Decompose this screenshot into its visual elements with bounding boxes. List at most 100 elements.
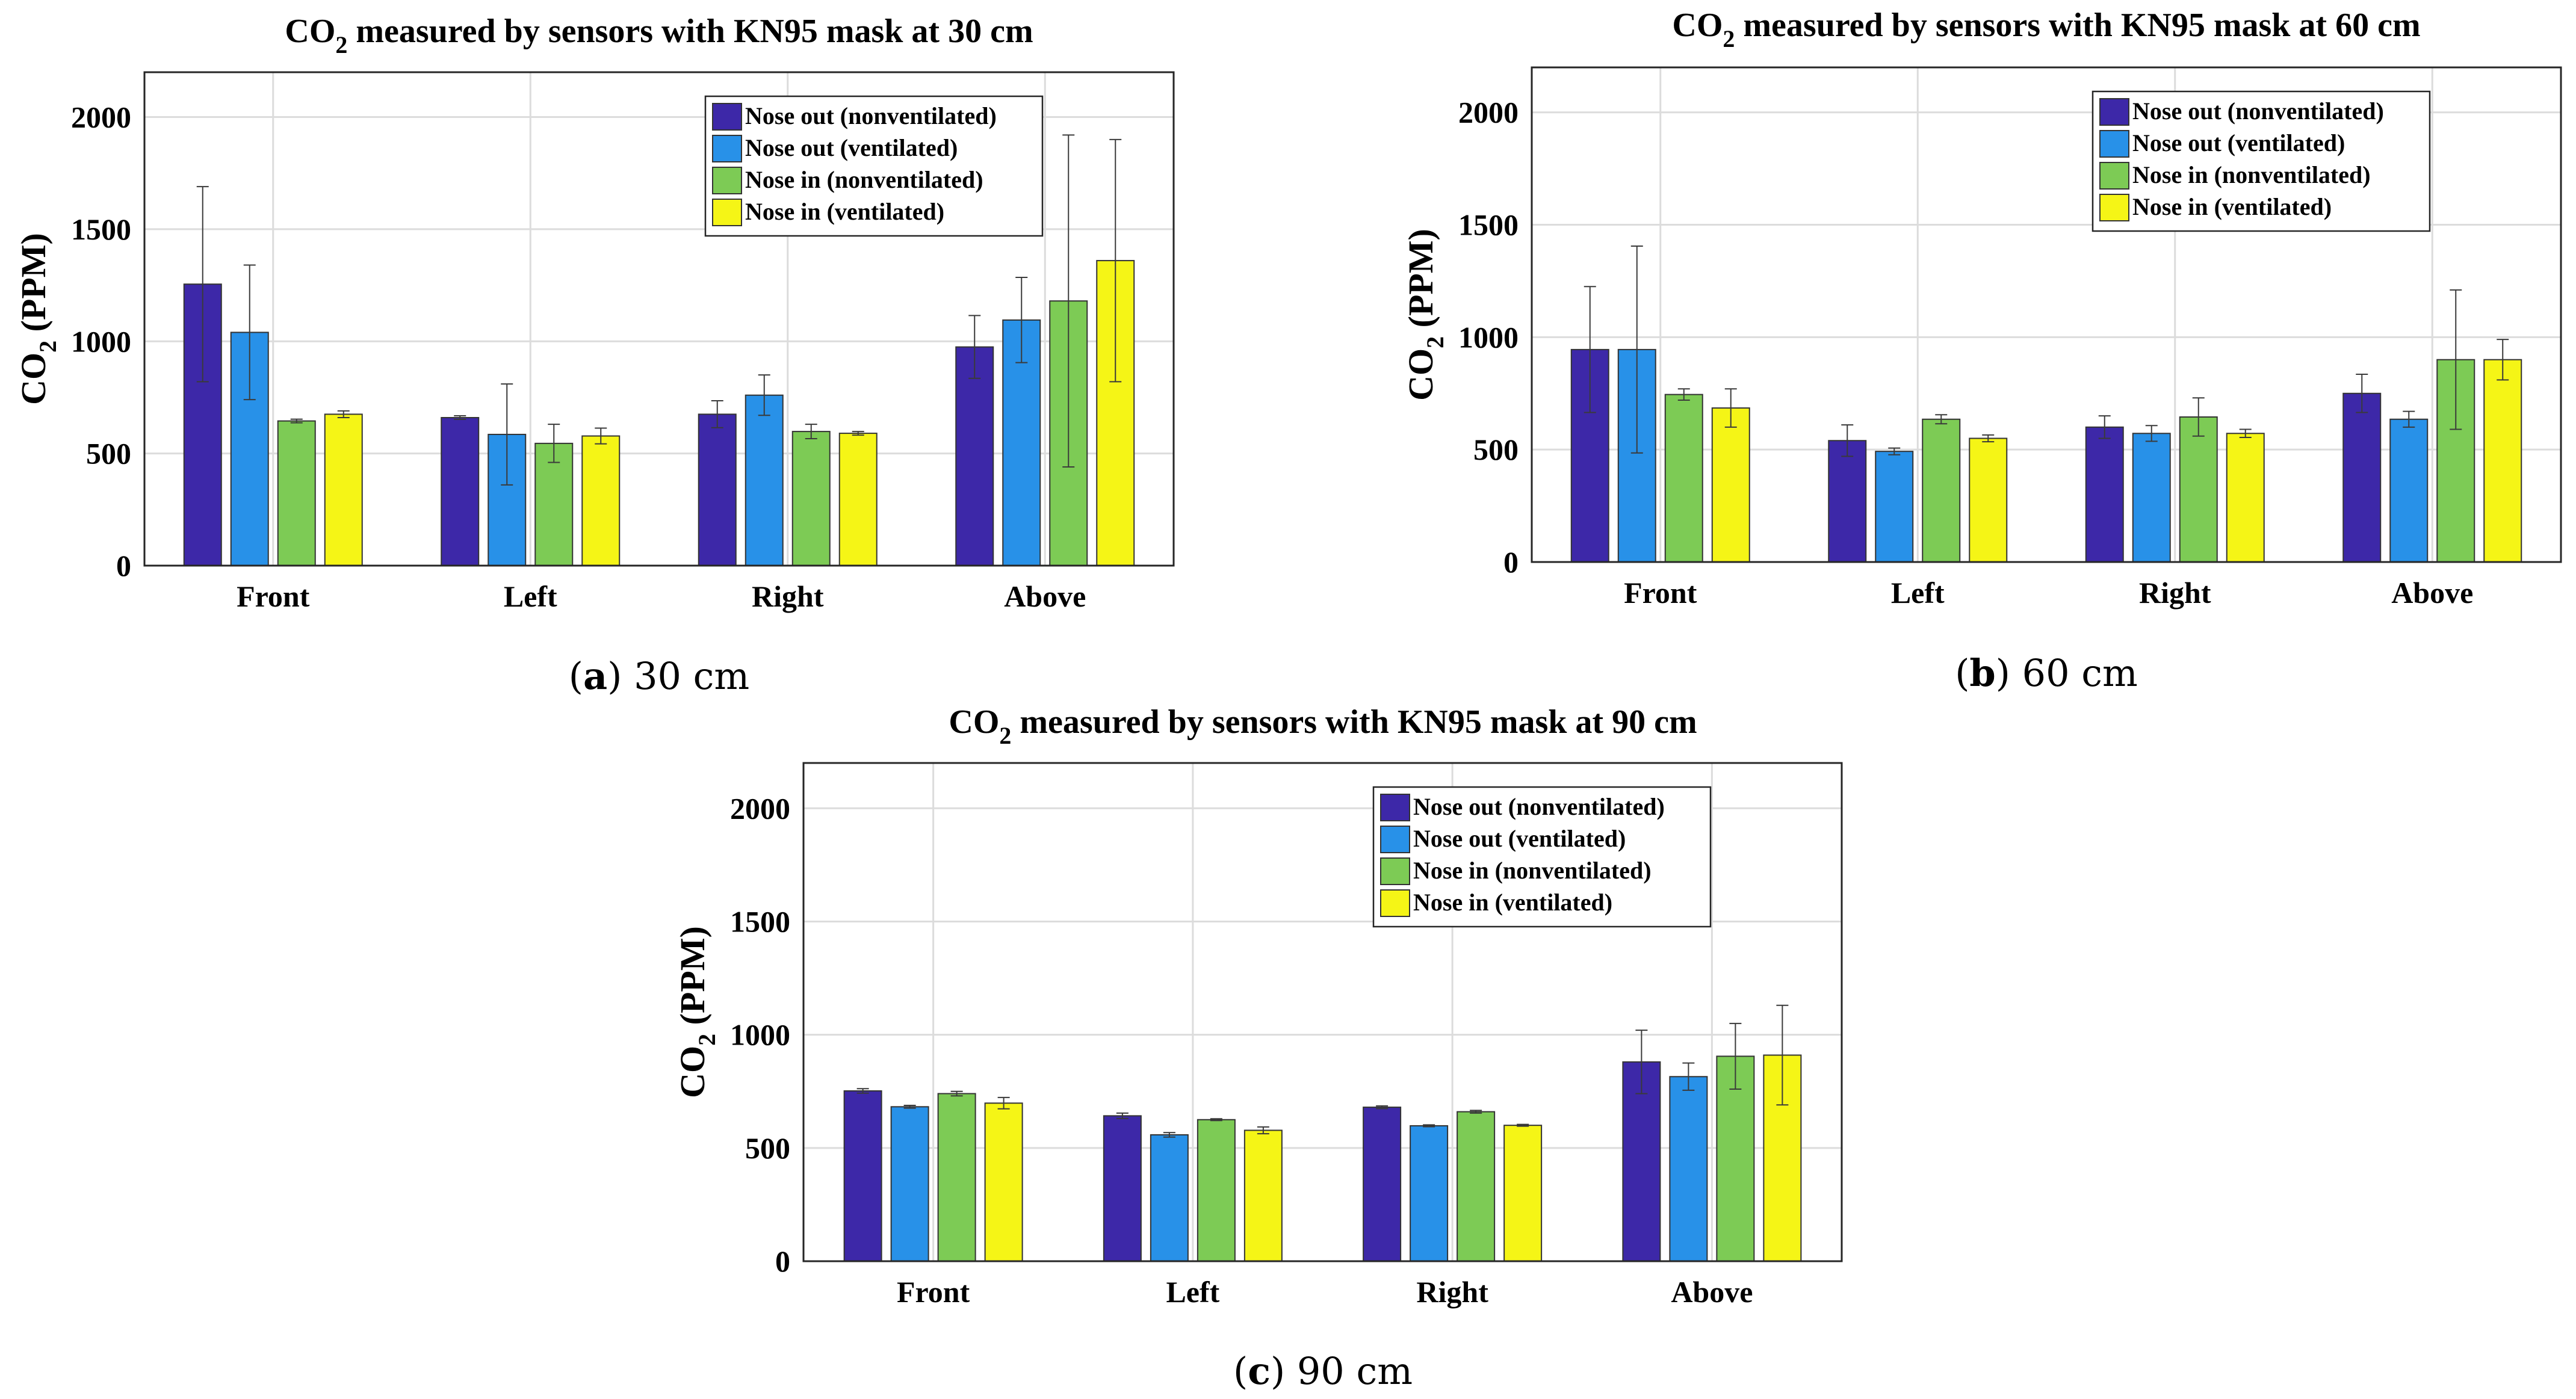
y-tick-label: 0 xyxy=(1503,545,1519,579)
plot-frame xyxy=(143,71,1175,567)
legend-swatch xyxy=(1380,857,1410,885)
panel-caption: (b) 60 cm xyxy=(1955,651,2138,695)
y-axis-label: CO2 (PPM) xyxy=(14,233,61,405)
bar-a-s3-left xyxy=(581,435,621,567)
legend-label: Nose in (ventilated) xyxy=(1413,889,1612,916)
bar-c-s2-front xyxy=(937,1093,976,1262)
legend-swatch xyxy=(712,135,742,162)
legend-swatch xyxy=(2099,130,2129,158)
x-tick-label-right: Right xyxy=(1416,1275,1488,1309)
x-tick-label-above: Above xyxy=(2391,576,2473,610)
bar-b-s1-above xyxy=(2389,418,2429,563)
bar-c-s0-left xyxy=(1103,1115,1142,1262)
y-tick-label: 1000 xyxy=(730,1018,790,1052)
y-axis-label: CO2 (PPM) xyxy=(1401,229,1449,401)
bar-a-s2-front xyxy=(277,420,316,566)
legend-label: Nose out (nonventilated) xyxy=(2132,97,2384,125)
bar-a-s3-front xyxy=(324,413,363,567)
y-tick-label: 1500 xyxy=(71,212,131,246)
y-tick-label: 500 xyxy=(1473,433,1519,466)
legend-swatch xyxy=(1380,794,1410,821)
legend-label: Nose in (nonventilated) xyxy=(1413,857,1652,884)
chart-b: CO2 measured by sensors with KN95 mask a… xyxy=(1401,7,2562,695)
legend-swatch xyxy=(712,103,742,131)
bar-a-s0-above xyxy=(955,346,994,566)
legend-label: Nose out (ventilated) xyxy=(2132,129,2345,156)
x-tick-label-right: Right xyxy=(2139,576,2211,610)
x-tick-label-above: Above xyxy=(1671,1275,1753,1309)
y-tick-label: 1500 xyxy=(730,904,790,938)
bar-c-s2-left xyxy=(1197,1119,1236,1262)
bar-b-s3-right xyxy=(2226,433,2265,563)
y-tick-label: 500 xyxy=(86,437,131,471)
x-tick-label-front: Front xyxy=(897,1275,970,1309)
x-tick-label-left: Left xyxy=(1166,1275,1219,1309)
y-tick-label: 2000 xyxy=(1458,96,1519,129)
x-tick-label-front: Front xyxy=(1624,576,1697,610)
bar-c-s1-front xyxy=(890,1106,929,1262)
bar-b-s2-front xyxy=(1664,394,1703,563)
panel-caption: (c) 90 cm xyxy=(1233,1349,1413,1393)
bar-b-s3-above xyxy=(2483,359,2522,563)
x-tick-label-front: Front xyxy=(237,579,310,613)
chart-title: CO2 measured by sensors with KN95 mask a… xyxy=(949,703,1697,749)
legend-swatch xyxy=(2099,162,2129,190)
plot-frame xyxy=(1531,66,2562,563)
y-tick-label: 0 xyxy=(116,549,131,582)
legend: Nose out (nonventilated) Nose out (ventil… xyxy=(704,95,1044,237)
bar-a-s0-left xyxy=(441,417,480,566)
x-tick-label-left: Left xyxy=(504,579,557,613)
bar-c-s3-right xyxy=(1503,1125,1543,1262)
x-tick-label-right: Right xyxy=(752,579,824,613)
bar-b-s2-left xyxy=(1922,418,1961,563)
bar-c-s3-left xyxy=(1243,1129,1283,1262)
legend-swatch xyxy=(1380,826,1410,853)
legend-swatch xyxy=(712,199,742,226)
legend-swatch xyxy=(2099,194,2129,221)
y-tick-label: 1000 xyxy=(1458,320,1519,354)
chart-title: CO2 measured by sensors with KN95 mask a… xyxy=(285,13,1033,58)
bar-c-s1-left xyxy=(1150,1134,1189,1262)
chart-a: CO2 measured by sensors with KN95 mask a… xyxy=(14,13,1175,698)
bar-b-s1-right xyxy=(2132,433,2171,563)
legend-box xyxy=(2091,90,2431,232)
bar-c-s2-right xyxy=(1457,1111,1496,1262)
bar-c-s1-right xyxy=(1410,1125,1449,1262)
legend: Nose out (nonventilated) Nose out (ventil… xyxy=(1372,786,1712,928)
y-tick-label: 2000 xyxy=(71,100,131,134)
y-tick-label: 1500 xyxy=(1458,208,1519,242)
bar-b-s2-right xyxy=(2179,416,2218,563)
x-tick-label-above: Above xyxy=(1004,579,1086,613)
chart-c: CO2 measured by sensors with KN95 mask a… xyxy=(673,703,1843,1393)
legend-label: Nose out (ventilated) xyxy=(745,134,958,161)
panel-caption: (a) 30 cm xyxy=(569,654,749,698)
bar-b-s0-right xyxy=(2085,426,2124,563)
y-tick-label: 1000 xyxy=(71,324,131,358)
legend-box xyxy=(704,95,1044,237)
legend-label: Nose out (nonventilated) xyxy=(745,102,997,129)
chart-title: CO2 measured by sensors with KN95 mask a… xyxy=(1672,7,2420,52)
legend-label: Nose in (ventilated) xyxy=(2132,193,2332,220)
bar-b-s1-left xyxy=(1875,451,1914,563)
bar-a-s3-right xyxy=(838,433,878,566)
legend-swatch xyxy=(712,167,742,194)
bar-c-s2-above xyxy=(1716,1055,1755,1262)
bar-a-s0-right xyxy=(698,413,737,567)
legend-swatch xyxy=(2099,98,2129,126)
legend-label: Nose out (ventilated) xyxy=(1413,825,1626,852)
y-axis-label: CO2 (PPM) xyxy=(673,926,720,1098)
legend-label: Nose in (ventilated) xyxy=(745,198,944,225)
y-tick-label: 2000 xyxy=(730,791,790,825)
legend-swatch xyxy=(1380,889,1410,917)
bar-b-s0-left xyxy=(1828,440,1867,563)
bar-c-s3-front xyxy=(984,1102,1023,1262)
bar-c-s0-front xyxy=(843,1090,882,1262)
x-tick-label-left: Left xyxy=(1891,576,1945,610)
bar-c-s0-right xyxy=(1363,1107,1402,1262)
legend-label: Nose in (nonventilated) xyxy=(745,166,983,193)
legend-label: Nose out (nonventilated) xyxy=(1413,793,1665,820)
y-tick-label: 0 xyxy=(775,1244,790,1278)
legend: Nose out (nonventilated) Nose out (ventil… xyxy=(2091,90,2431,232)
legend-box xyxy=(1372,786,1712,928)
